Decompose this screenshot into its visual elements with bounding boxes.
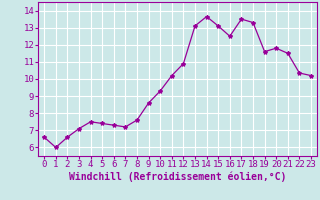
X-axis label: Windchill (Refroidissement éolien,°C): Windchill (Refroidissement éolien,°C) — [69, 172, 286, 182]
